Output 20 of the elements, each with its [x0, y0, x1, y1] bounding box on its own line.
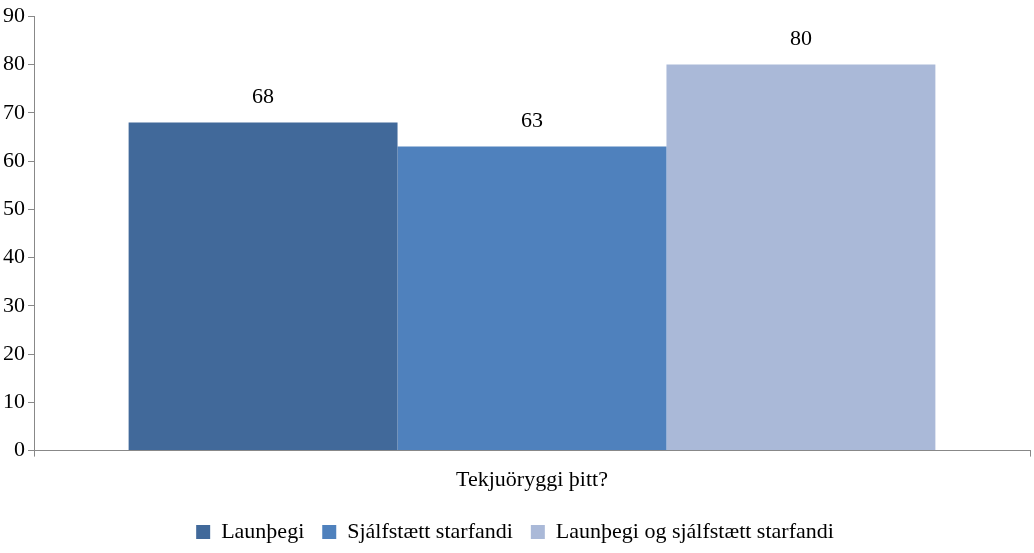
- data-label: 68: [252, 83, 275, 109]
- data-label: 80: [789, 25, 812, 51]
- legend-label: Launþegi: [221, 517, 305, 543]
- bar: [666, 64, 936, 451]
- y-tick-label: 60: [3, 146, 25, 172]
- legend-label: Launþegi og sjálfstætt starfandi: [555, 517, 834, 543]
- legend-label: Sjálfstætt starfandi: [347, 517, 513, 543]
- y-tick-label: 80: [3, 50, 25, 76]
- y-tick-label: 0: [14, 436, 25, 462]
- y-tick-label: 90: [3, 1, 25, 27]
- y-tick-label: 50: [3, 195, 25, 221]
- x-tick-label: Tekjuöryggi þitt?: [456, 465, 608, 491]
- y-tick-label: 40: [3, 243, 25, 269]
- bar: [397, 146, 667, 451]
- y-tick-label: 70: [3, 98, 25, 124]
- y-tick-label: 30: [3, 291, 25, 317]
- y-tick-label: 20: [3, 339, 25, 365]
- data-label: 63: [521, 107, 543, 133]
- bar: [128, 122, 398, 451]
- y-tick-label: 10: [3, 388, 25, 414]
